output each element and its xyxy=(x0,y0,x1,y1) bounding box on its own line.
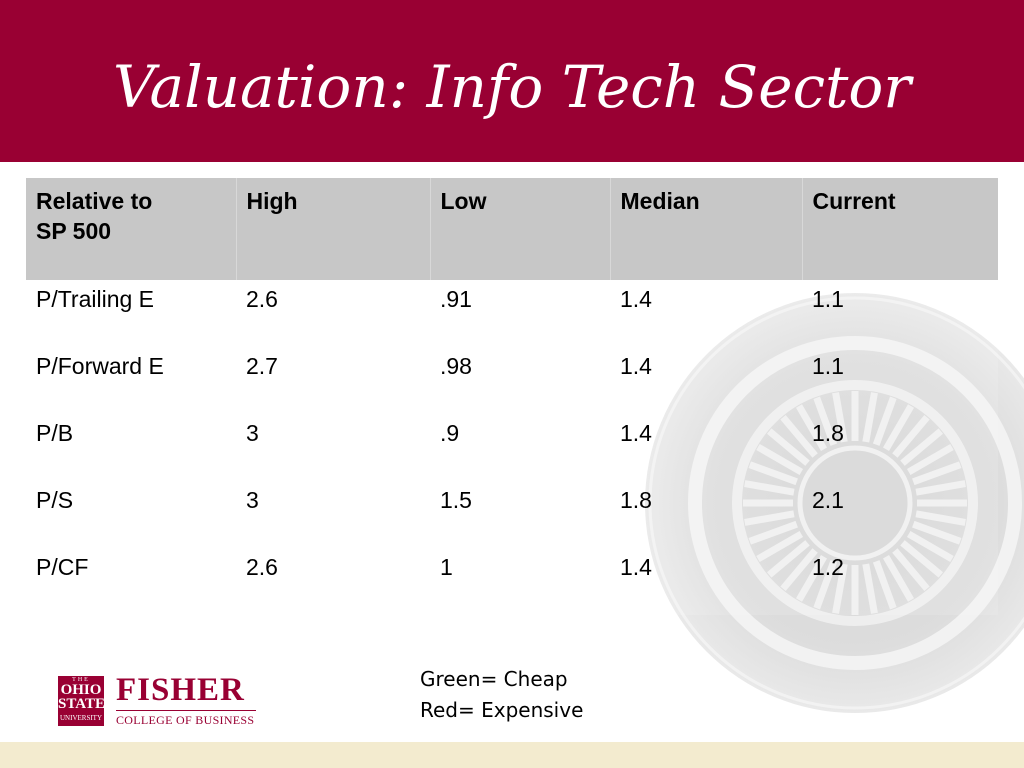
seal-spoke xyxy=(912,461,962,486)
seal-spoke xyxy=(766,540,810,578)
header-relative-to-sp500: Relative to SP 500 xyxy=(26,178,237,280)
table-row: P/CF 2.6 1 1.4 1.2 xyxy=(26,548,998,615)
seal-spoke xyxy=(906,443,954,476)
logo-fisher: FISHER xyxy=(116,672,245,708)
seal-spoke xyxy=(748,520,798,545)
median-cell: 1.4 xyxy=(610,414,802,481)
table-header-row: Relative to SP 500 High Low Median Curre… xyxy=(26,178,998,280)
metric-cell: P/CF xyxy=(26,548,236,615)
median-cell: 1.8 xyxy=(610,481,802,548)
seal-spoke xyxy=(900,540,944,578)
seal-spoke xyxy=(915,510,966,526)
fisher-logo: THE OHIO STATE UNIVERSITY FISHER COLLEGE… xyxy=(58,672,258,728)
current-cell: 1.1 xyxy=(802,280,998,347)
high-cell: 3 xyxy=(236,481,430,548)
seal-spoke xyxy=(795,554,828,602)
metric-cell: P/S xyxy=(26,481,236,548)
header-high: High xyxy=(236,178,431,280)
seal-spoke xyxy=(862,392,878,443)
high-cell: 2.6 xyxy=(236,280,430,347)
header-median: Median xyxy=(610,178,803,280)
current-cell: 2.1 xyxy=(802,481,998,548)
median-cell: 1.4 xyxy=(610,347,802,414)
slide-title: Valuation: Info Tech Sector xyxy=(112,53,912,121)
osu-logo-block: THE OHIO STATE UNIVERSITY xyxy=(58,676,105,726)
seal-spoke xyxy=(780,548,818,592)
metric-cell: P/Trailing E xyxy=(26,280,236,347)
seal-spoke xyxy=(912,520,962,545)
low-cell: .98 xyxy=(430,347,610,414)
logo-ohio: OHIO xyxy=(60,682,102,698)
title-band: Valuation: Info Tech Sector xyxy=(0,0,1024,162)
seal-spoke xyxy=(882,554,915,602)
median-cell: 1.4 xyxy=(610,548,802,615)
metric-cell: P/B xyxy=(26,414,236,481)
seal-spoke xyxy=(872,560,897,610)
table-row: P/S 3 1.5 1.8 2.1 xyxy=(26,481,998,548)
seal-spoke xyxy=(872,396,897,446)
low-cell: 1.5 xyxy=(430,481,610,548)
seal-spoke xyxy=(892,548,930,592)
seal-spoke xyxy=(795,404,828,452)
seal-spoke xyxy=(892,414,930,458)
seal-spoke xyxy=(862,563,878,614)
color-legend: Green= Cheap Red= Expensive xyxy=(420,664,583,726)
logo-the: THE xyxy=(72,677,90,683)
seal-spoke xyxy=(780,414,818,458)
seal-spoke xyxy=(906,530,954,563)
current-cell: 1.2 xyxy=(802,548,998,615)
seal-spoke xyxy=(766,428,810,466)
seal-spoke xyxy=(915,480,966,496)
seal-spoke xyxy=(832,563,848,614)
table-row: P/B 3 .9 1.4 1.8 xyxy=(26,414,998,481)
high-cell: 2.6 xyxy=(236,548,430,615)
current-cell: 1.1 xyxy=(802,347,998,414)
logo-state: STATE xyxy=(58,696,105,712)
table-row: P/Trailing E 2.6 .91 1.4 1.1 xyxy=(26,280,998,347)
valuation-table: Relative to SP 500 High Low Median Curre… xyxy=(26,178,998,615)
low-cell: .9 xyxy=(430,414,610,481)
legend-green: Green= Cheap xyxy=(420,667,568,691)
low-cell: .91 xyxy=(430,280,610,347)
header-current: Current xyxy=(802,178,998,280)
high-cell: 2.7 xyxy=(236,347,430,414)
logo-divider xyxy=(116,710,256,711)
seal-spoke xyxy=(882,404,915,452)
seal-spoke xyxy=(832,392,848,443)
seal-spoke xyxy=(756,530,804,563)
table-row: P/Forward E 2.7 .98 1.4 1.1 xyxy=(26,347,998,414)
current-cell: 1.8 xyxy=(802,414,998,481)
footer-band xyxy=(0,742,1024,768)
metric-cell: P/Forward E xyxy=(26,347,236,414)
median-cell: 1.4 xyxy=(610,280,802,347)
legend-red: Red= Expensive xyxy=(420,698,584,722)
seal-spoke xyxy=(748,461,798,486)
seal-spoke xyxy=(900,428,944,466)
low-cell: 1 xyxy=(430,548,610,615)
logo-university: UNIVERSITY xyxy=(60,714,102,722)
seal-spoke xyxy=(744,510,795,526)
logo-college: COLLEGE OF BUSINESS xyxy=(116,713,255,727)
header-low: Low xyxy=(430,178,611,280)
seal-spoke xyxy=(813,396,838,446)
seal-watermark xyxy=(645,293,1024,713)
seal-spoke xyxy=(744,480,795,496)
high-cell: 3 xyxy=(236,414,430,481)
seal-spoke xyxy=(756,443,804,476)
seal-spoke xyxy=(813,560,838,610)
